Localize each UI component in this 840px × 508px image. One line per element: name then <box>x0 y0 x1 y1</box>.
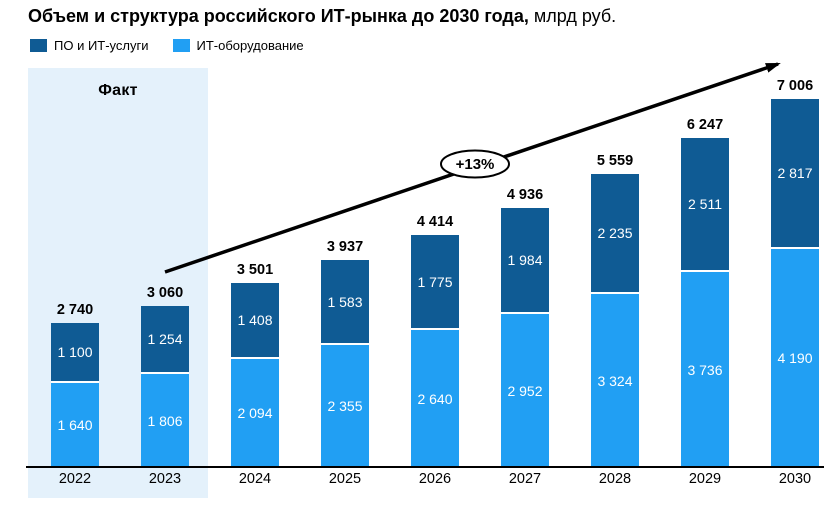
x-axis-label-2022: 2022 <box>58 471 92 487</box>
legend-item-0: ПО и ИТ-услуги <box>30 38 149 53</box>
segment-value-label: 1 806 <box>147 412 183 429</box>
segment-software-services-2029: 2 511 <box>681 138 729 270</box>
segment-value-label: 3 736 <box>687 361 723 378</box>
chart-title-units: млрд руб. <box>528 6 617 26</box>
bar-group-2028: 2 235 3 324 <box>591 174 639 467</box>
segment-value-label: 1 984 <box>507 252 543 268</box>
segment-value-label: 1 640 <box>57 417 93 433</box>
segment-software-services-2024: 1 408 <box>231 283 279 357</box>
total-value-label-2026: 4 414 <box>416 214 454 230</box>
segment-software-services-2027: 1 984 <box>501 208 549 312</box>
bar-group-2022: 1 100 1 640 <box>51 323 99 467</box>
total-value-label-2024: 3 501 <box>236 262 274 278</box>
legend-swatch-icon <box>172 39 190 52</box>
segment-hardware-2023: 1 806 <box>141 372 189 467</box>
segment-value-label: 1 775 <box>417 273 453 290</box>
legend-swatch-icon <box>30 39 47 52</box>
x-axis-label-2025: 2025 <box>328 471 362 487</box>
total-value-label-2023: 3 060 <box>146 285 184 301</box>
growth-badge-label: +13% <box>456 156 495 173</box>
segment-value-label: 4 190 <box>777 350 813 366</box>
chart-title: Объем и структура российского ИТ-рынка д… <box>28 4 616 28</box>
x-axis-label-2028: 2028 <box>598 471 632 487</box>
segment-hardware-2029: 3 736 <box>681 270 729 467</box>
total-value-label-2029: 6 247 <box>686 117 724 133</box>
segment-value-label: 1 100 <box>57 344 93 360</box>
segment-value-label: 2 235 <box>597 225 633 241</box>
segment-software-services-2025: 1 583 <box>321 260 369 343</box>
total-value-label-2025: 3 937 <box>326 239 364 255</box>
legend-label: ПО и ИТ-услуги <box>54 38 149 53</box>
x-axis-label-2023: 2023 <box>148 471 182 487</box>
bar-group-2025: 1 583 2 355 <box>321 260 369 467</box>
segment-hardware-2026: 2 640 <box>411 328 459 467</box>
segment-value-label: 2 511 <box>688 196 722 212</box>
segment-hardware-2024: 2 094 <box>231 357 279 467</box>
segment-value-label: 1 583 <box>327 293 363 310</box>
bar-group-2030: 2 817 4 190 <box>771 99 819 467</box>
total-value-label-2030: 7 006 <box>776 78 814 94</box>
bar-group-2027: 1 984 2 952 <box>501 208 549 467</box>
segment-software-services-2026: 1 775 <box>411 235 459 328</box>
segment-value-label: 1 408 <box>237 312 273 328</box>
total-value-label-2022: 2 740 <box>56 302 94 318</box>
segment-value-label: 2 640 <box>417 390 453 407</box>
segment-software-services-2028: 2 235 <box>591 174 639 292</box>
bar-group-2024: 1 408 2 094 <box>231 283 279 467</box>
segment-hardware-2028: 3 324 <box>591 292 639 467</box>
legend-item-1: ИТ-оборудование <box>172 38 304 53</box>
legend: ПО и ИТ-услуги ИТ-оборудование <box>30 38 304 53</box>
bar-group-2023: 1 254 1 806 <box>141 306 189 467</box>
x-axis-line <box>26 466 824 468</box>
segment-value-label: 2 952 <box>507 382 543 399</box>
segment-value-label: 2 817 <box>777 165 813 181</box>
segment-hardware-2022: 1 640 <box>51 381 99 467</box>
segment-value-label: 1 254 <box>147 331 183 347</box>
fact-label: Факт <box>98 82 138 99</box>
x-axis-label-2027: 2027 <box>508 471 542 487</box>
segment-software-services-2022: 1 100 <box>51 323 99 381</box>
segment-value-label: 2 355 <box>327 398 363 414</box>
total-value-label-2028: 5 559 <box>596 153 634 169</box>
segment-value-label: 3 324 <box>597 372 633 389</box>
bar-group-2029: 2 511 3 736 <box>681 138 729 467</box>
bar-group-2026: 1 775 2 640 <box>411 235 459 467</box>
total-value-label-2027: 4 936 <box>506 187 544 203</box>
segment-software-services-2030: 2 817 <box>771 99 819 247</box>
chart-title-main: Объем и структура российского ИТ-рынка д… <box>28 6 529 26</box>
x-axis-label-2029: 2029 <box>688 471 722 487</box>
segment-hardware-2027: 2 952 <box>501 312 549 467</box>
segment-hardware-2030: 4 190 <box>771 247 819 467</box>
x-axis-label-2024: 2024 <box>238 471 272 487</box>
segment-value-label: 2 094 <box>237 405 273 421</box>
growth-badge-ellipse <box>440 149 510 179</box>
segment-hardware-2025: 2 355 <box>321 343 369 467</box>
segment-software-services-2023: 1 254 <box>141 306 189 372</box>
x-axis-label-2030: 2030 <box>778 471 812 487</box>
x-axis-label-2026: 2026 <box>418 471 452 487</box>
legend-label: ИТ-оборудование <box>196 38 304 53</box>
